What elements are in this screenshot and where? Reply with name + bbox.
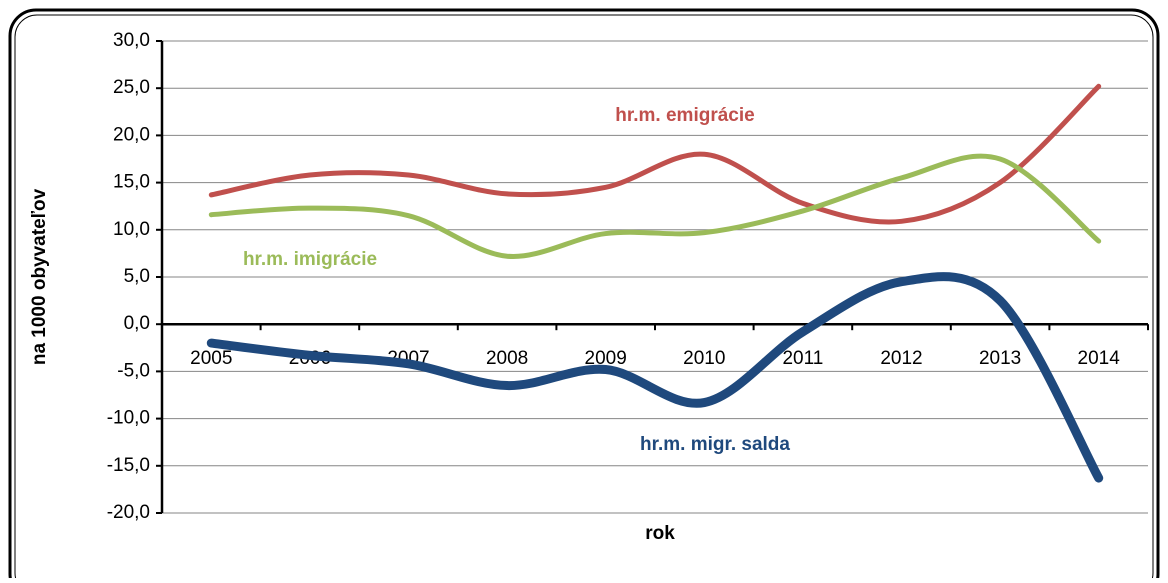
y-tick-label: -15,0 xyxy=(107,455,150,476)
series-label: hr.m. imigrácie xyxy=(243,249,377,270)
series-line xyxy=(206,272,1104,483)
y-axis-label: na 1000 obyvateľov xyxy=(29,188,50,365)
chart-frame xyxy=(8,8,1160,583)
x-tick-label: 2008 xyxy=(486,348,528,369)
series-label: hr.m. migr. salda xyxy=(640,434,790,455)
series-line xyxy=(208,153,1102,259)
y-tick-label: 20,0 xyxy=(113,124,150,145)
series-line xyxy=(208,83,1102,225)
x-tick-label: 2012 xyxy=(880,348,922,369)
x-tick-label: 2011 xyxy=(782,348,823,369)
y-tick-label: 15,0 xyxy=(113,172,150,193)
x-tick-label: 2014 xyxy=(1078,348,1121,369)
y-tick-label: -5,0 xyxy=(117,360,150,381)
x-tick-label: 2010 xyxy=(683,348,725,369)
x-tick-label: 2013 xyxy=(979,348,1021,369)
x-tick-label: 2009 xyxy=(585,348,627,369)
x-tick-label: 2005 xyxy=(190,348,232,369)
series-label: hr.m. emigrácie xyxy=(615,105,754,126)
y-tick-label: 0,0 xyxy=(124,313,150,334)
y-tick-label: -10,0 xyxy=(107,408,150,429)
y-tick-label: -20,0 xyxy=(107,502,150,523)
x-axis-label: rok xyxy=(645,523,675,544)
y-tick-label: 25,0 xyxy=(113,77,150,98)
chart-frame-inner xyxy=(14,14,1154,583)
y-tick-label: 5,0 xyxy=(124,266,150,287)
y-tick-label: 30,0 xyxy=(113,30,150,51)
y-tick-label: 10,0 xyxy=(113,219,150,240)
